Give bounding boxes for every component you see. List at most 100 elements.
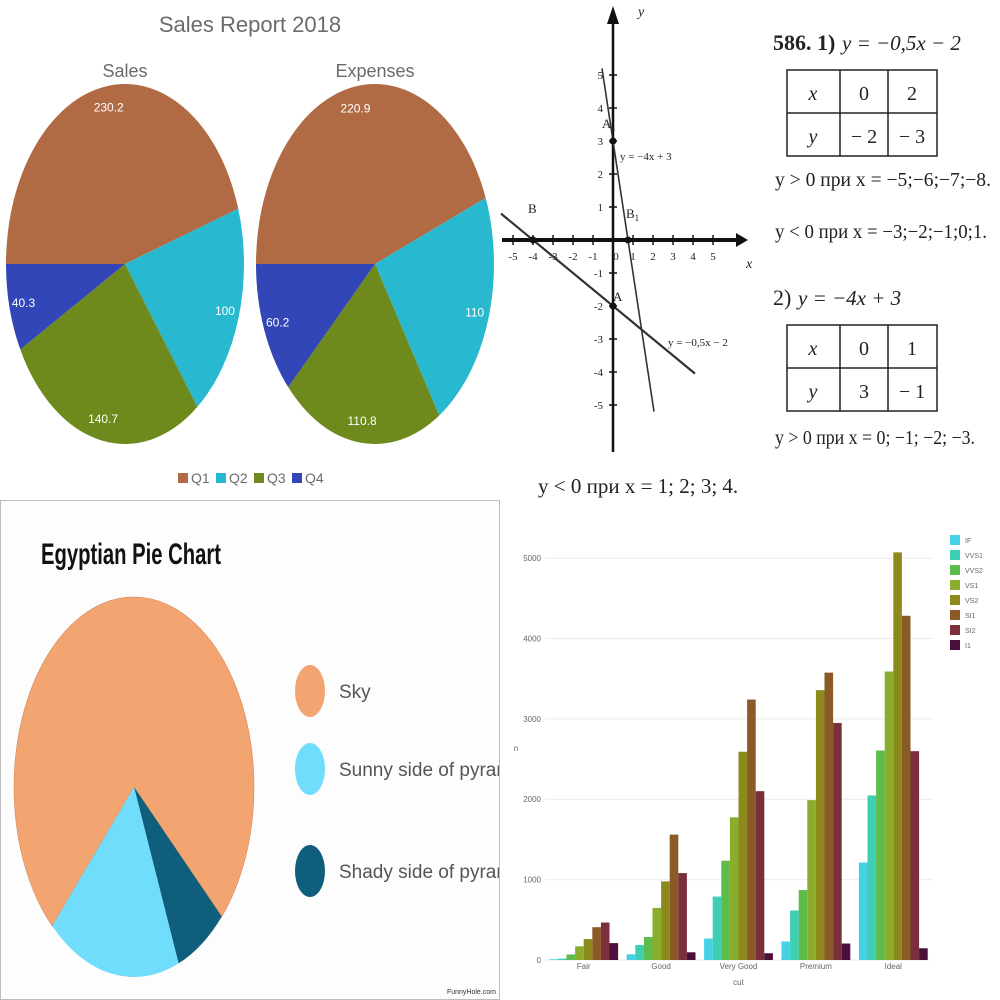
task1-equation: y = −0,5x − 2 <box>840 31 961 55</box>
table1-cell: y <box>807 126 818 148</box>
bar <box>575 946 584 960</box>
x-tick-label: 3 <box>670 251 676 263</box>
legend-label: Q4 <box>305 470 324 486</box>
bar <box>712 896 722 960</box>
y-axis-title: n <box>514 744 518 753</box>
egyptian-pie-chart: Egyptian Pie Chart Sky Sunny side of pyra… <box>13 538 499 996</box>
expenses-pie-title: Expenses <box>335 61 414 81</box>
pie-slice <box>375 197 494 416</box>
slice-value-label: 220.9 <box>340 101 370 115</box>
legend-swatch <box>950 550 960 560</box>
bar <box>626 954 636 960</box>
chart-title: Sales Report 2018 <box>159 12 341 37</box>
legend-swatch <box>178 473 188 483</box>
x-tick-label: Very Good <box>720 962 758 971</box>
y-tick-label: -4 <box>594 367 604 379</box>
bar <box>901 615 911 960</box>
legend-label: VS1 <box>965 583 978 590</box>
pie-slice <box>288 264 440 445</box>
pie-slice <box>256 264 375 388</box>
slice-value-label: 110 <box>465 306 484 320</box>
task1-heading: 586. 1) <box>773 30 835 55</box>
legend-label: Q2 <box>229 470 248 486</box>
slice-value-label: 230.2 <box>94 101 124 115</box>
legend-swatch <box>295 665 325 717</box>
legend-swatch <box>295 845 325 897</box>
bar <box>643 937 653 960</box>
y-tick-label: 5 <box>598 70 604 82</box>
credit-text: FunnyHole.com <box>447 989 496 996</box>
bar <box>686 952 696 960</box>
bar <box>867 795 877 960</box>
bar <box>738 751 748 960</box>
legend-label: VVS1 <box>965 553 983 560</box>
table2-cell: 0 <box>859 338 869 360</box>
legend-swatch <box>950 580 960 590</box>
x-tick-label: 1 <box>630 251 636 263</box>
legend-swatch <box>950 610 960 620</box>
line1-label: y = −4x + 3 <box>620 151 672 163</box>
table2: x 0 1 y 3 − 1 <box>786 324 938 412</box>
y-tick-label: -2 <box>594 301 603 313</box>
x-tick-label: 0 <box>613 251 619 263</box>
bar <box>884 671 894 960</box>
legend-swatch <box>292 473 302 483</box>
point-marker <box>529 236 537 244</box>
table2-cell: 1 <box>907 338 917 360</box>
y-tick-label: 5000 <box>523 554 541 563</box>
pie-slice <box>20 264 198 445</box>
sales-pie-title: Sales <box>102 61 147 81</box>
y-tick-label: 4000 <box>523 634 541 643</box>
bar <box>583 939 593 960</box>
y-tick-label: 3000 <box>523 715 541 724</box>
point-marker <box>609 137 617 145</box>
point-marker <box>609 302 617 310</box>
point-b1-label: B1 <box>626 206 639 223</box>
x-tick-label: Premium <box>800 962 832 971</box>
sales-report-panel: Sales Report 2018 Sales Expenses 230.2 10… <box>0 0 500 500</box>
pie-slice <box>6 84 239 264</box>
legend-swatch <box>950 595 960 605</box>
bar <box>790 910 799 960</box>
legend-swatch <box>254 473 264 483</box>
slice-value-label: 140.7 <box>88 412 118 426</box>
table1-cell: 0 <box>859 83 869 105</box>
slice-value-label: 110.8 <box>348 414 377 428</box>
point-a-label: A <box>613 289 623 304</box>
x-tick-label: -2 <box>568 251 577 263</box>
bar <box>815 690 825 960</box>
legend-label: SI2 <box>965 628 976 635</box>
bar <box>833 722 842 960</box>
egyptian-pie-panel: Egyptian Pie Chart Sky Sunny side of pyra… <box>0 500 500 1000</box>
table1-cell: − 2 <box>851 126 877 148</box>
legend-label: IF <box>965 538 971 545</box>
bar <box>600 922 610 960</box>
x-tick-label: Ideal <box>885 962 903 971</box>
x-axis-label: x <box>745 257 753 272</box>
bar <box>858 862 868 960</box>
task1-negative: y < 0 при x = −3;−2;−1;0;1. <box>775 221 987 243</box>
bar <box>729 817 739 960</box>
y-tick-label: 2 <box>598 169 604 181</box>
pie-slice-sky <box>13 596 255 927</box>
legend-label: VVS2 <box>965 568 983 575</box>
legend-label: VS2 <box>965 598 978 605</box>
bar <box>635 945 644 960</box>
x-tick-label: 4 <box>690 251 696 263</box>
legend-swatch <box>950 640 960 650</box>
pie-slice <box>125 208 245 407</box>
y-tick-label: -1 <box>594 268 603 280</box>
bar <box>841 943 851 960</box>
bar <box>798 890 808 960</box>
task2-equation: y = −4x + 3 <box>796 286 901 310</box>
legend-label: Shady side of pyramid <box>339 862 499 883</box>
sales-report-chart: Sales Report 2018 Sales Expenses 230.2 10… <box>6 12 494 486</box>
bar <box>549 959 558 960</box>
chart-title: Egyptian Pie Chart <box>41 538 221 571</box>
pie-slice-sunny <box>52 787 179 977</box>
bar <box>764 953 773 960</box>
bar <box>747 699 756 960</box>
y-tick-label: 4 <box>598 103 604 115</box>
y-axis-label: y <box>636 5 645 20</box>
bar <box>824 672 834 960</box>
